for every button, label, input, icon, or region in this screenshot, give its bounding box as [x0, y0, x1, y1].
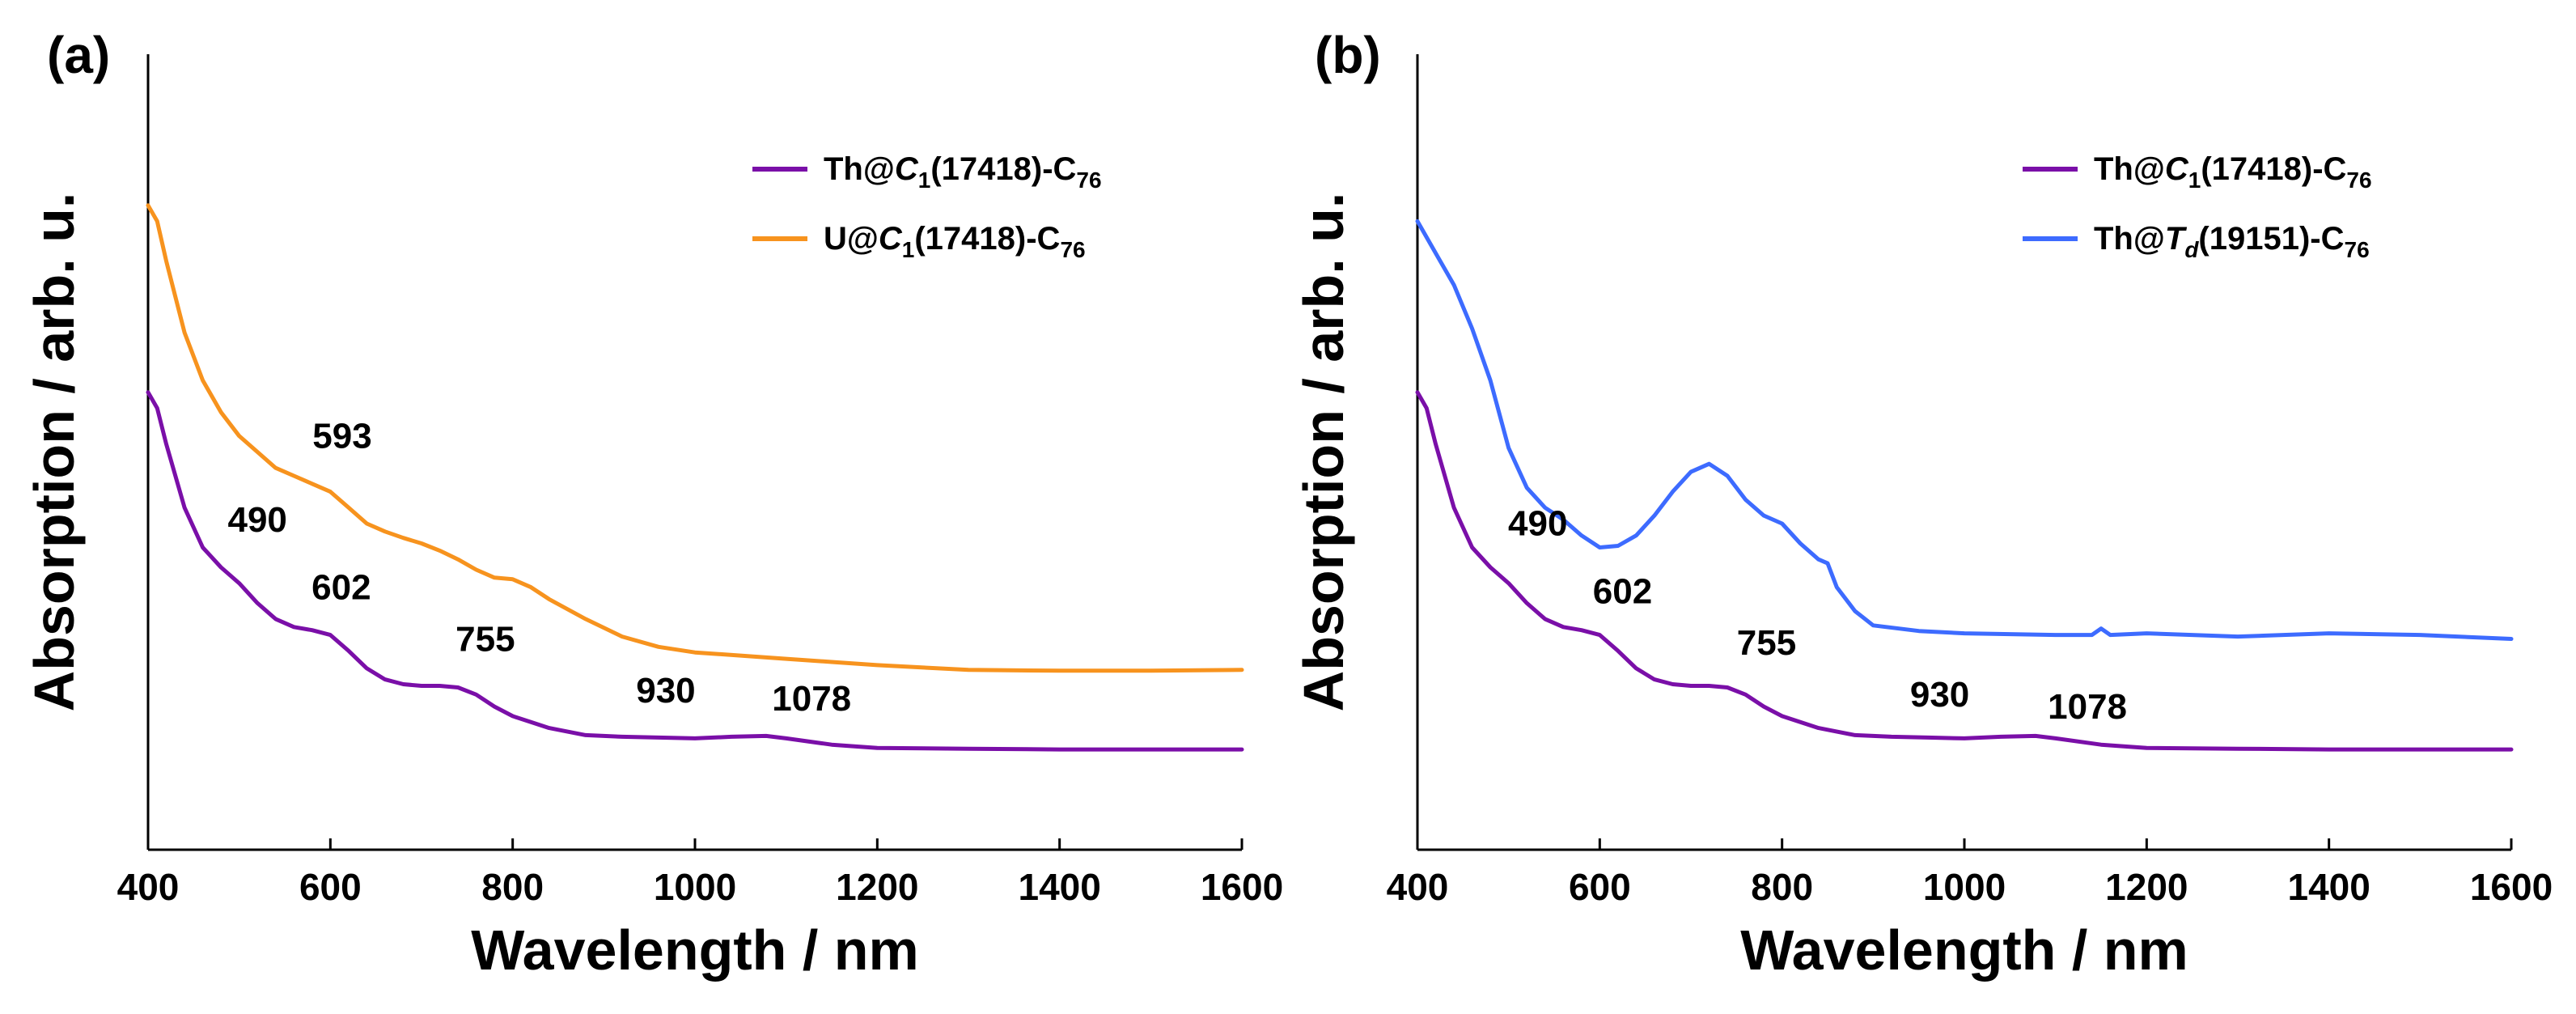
panel-b: (b) 400 600 800 1000 1200 1400 1600 Wavelength /… [1292, 26, 2553, 982]
series-line-1 [1415, 218, 2514, 641]
x-tick-label: 1600 [1201, 866, 1283, 908]
panel-a: (a) 400 600 800 1000 1200 1400 1600 Wavelength /… [23, 26, 1283, 982]
x-tick-label: 600 [1569, 866, 1631, 908]
peak-annotation: 1078 [772, 679, 851, 719]
legend-entry: Th@C1(17418)-C76 [2094, 151, 2372, 193]
legend: Th@C1(17418)-C76 Th@Td(19151)-C76 [2023, 151, 2372, 262]
x-tick-label: 1400 [1018, 866, 1100, 908]
x-tick-label: 600 [299, 866, 362, 908]
series-line-1 [146, 203, 1244, 673]
peak-annotation: 930 [1910, 675, 1969, 715]
x-axis-title: Wavelength / nm [471, 919, 919, 982]
peak-annotation: 602 [311, 567, 371, 607]
peak-annotation: 593 [312, 417, 371, 456]
peak-annotation: 755 [1737, 623, 1796, 663]
x-tick-label: 1400 [2287, 866, 2370, 908]
y-axis-title: Absorption / arb. u. [1292, 193, 1355, 712]
x-tick-label: 400 [117, 866, 180, 908]
peak-annotation: 490 [1508, 504, 1567, 544]
series-line-0 [1415, 390, 2514, 752]
legend: Th@C1(17418)-C76 U@C1(17418)-C76 [752, 151, 1102, 262]
x-tick-label: 800 [481, 866, 544, 908]
x-axis-title: Wavelength / nm [1740, 919, 2188, 982]
panel-label: (a) [47, 26, 110, 84]
peak-annotation: 602 [1593, 571, 1652, 611]
x-tick-label: 1200 [2105, 866, 2188, 908]
x-tick-label: 1000 [654, 866, 736, 908]
x-tick-label: 1200 [836, 866, 918, 908]
peak-annotation: 755 [455, 619, 515, 659]
peak-annotation: 1078 [2048, 687, 2127, 727]
legend-entry: Th@C1(17418)-C76 [824, 151, 1102, 193]
peak-annotation: 490 [227, 500, 286, 540]
legend-entry: Th@Td(19151)-C76 [2094, 221, 2370, 262]
series-line-0 [146, 390, 1244, 752]
x-tick-label: 800 [1751, 866, 1813, 908]
legend-entry: U@C1(17418)-C76 [824, 221, 1086, 262]
peak-annotation: 930 [636, 671, 695, 711]
panel-label: (b) [1315, 26, 1381, 84]
x-tick-label: 1000 [1923, 866, 2006, 908]
x-tick-label: 1600 [2470, 866, 2553, 908]
x-tick-label: 400 [1387, 866, 1449, 908]
y-axis-title: Absorption / arb. u. [23, 193, 86, 712]
